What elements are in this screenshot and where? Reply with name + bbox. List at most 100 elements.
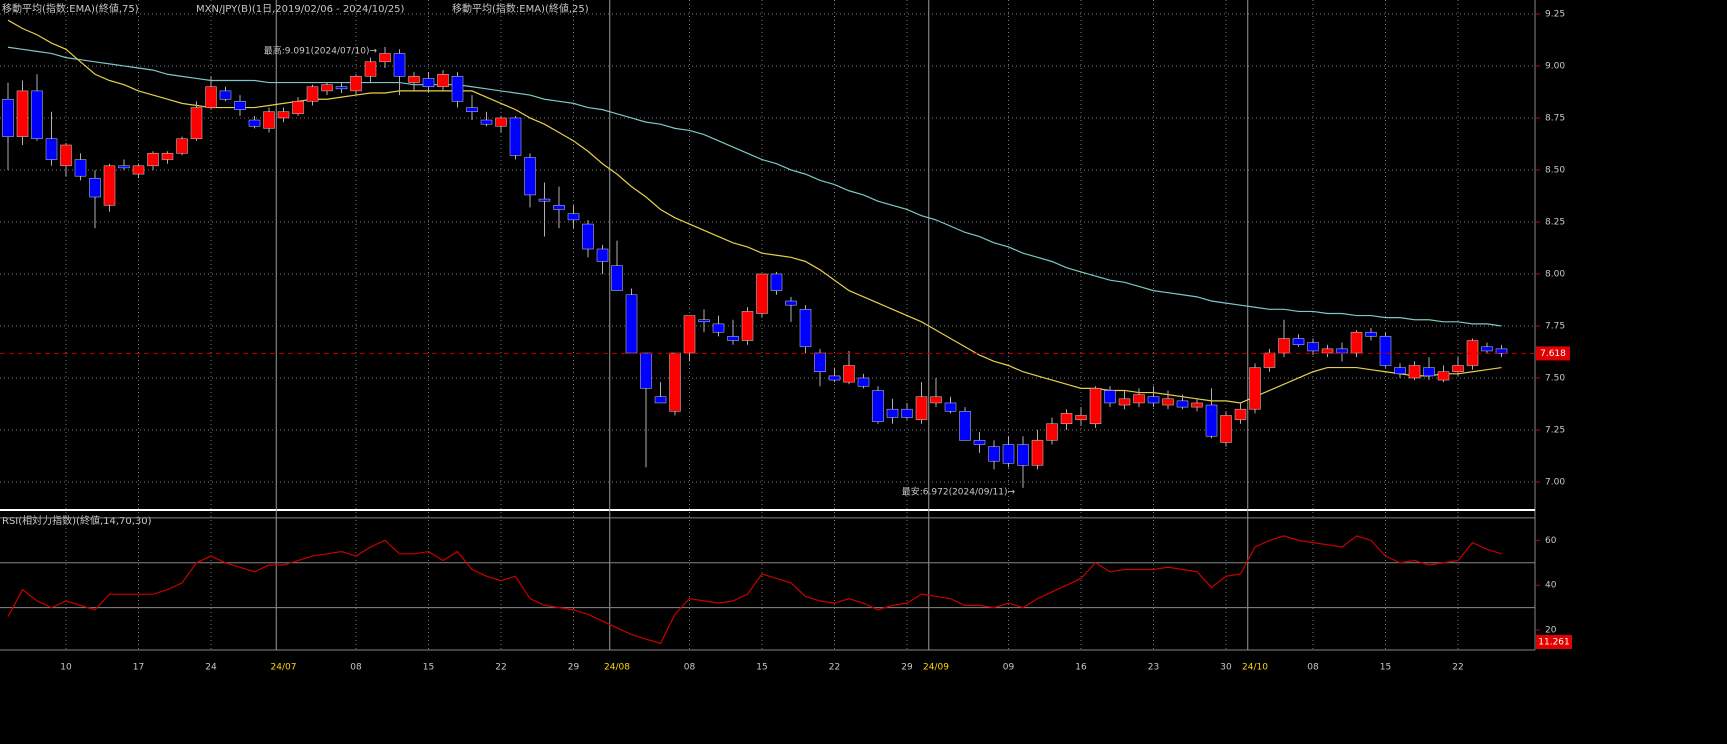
candle-body bbox=[1452, 365, 1464, 372]
annotation: 最安:6.972(2024/09/11)→ bbox=[902, 485, 1016, 497]
candle-body bbox=[1263, 352, 1276, 368]
candle-body bbox=[828, 375, 841, 381]
x-tick-label: 24/07 bbox=[271, 663, 297, 673]
candle-body bbox=[1495, 348, 1508, 354]
candle-body bbox=[669, 352, 681, 412]
y-tick-label: 9.25 bbox=[1545, 9, 1565, 19]
x-tick-label: 15 bbox=[1380, 663, 1391, 673]
candle-body bbox=[814, 352, 826, 372]
y-tick-label: 20 bbox=[1545, 626, 1557, 636]
candle-body bbox=[451, 76, 464, 102]
candle-body bbox=[799, 309, 812, 348]
x-tick-label: 15 bbox=[423, 663, 434, 673]
y-tick-label: 8.00 bbox=[1545, 269, 1565, 279]
candle-body bbox=[118, 165, 130, 169]
candle-body bbox=[959, 411, 971, 441]
candle-body bbox=[1118, 398, 1131, 406]
y-tick-label: 40 bbox=[1545, 581, 1557, 591]
candle-body bbox=[640, 352, 652, 389]
y-tick-label: 9.00 bbox=[1545, 61, 1565, 71]
marker-box bbox=[1536, 635, 1572, 649]
candle-body bbox=[466, 107, 478, 112]
candle-body bbox=[1321, 348, 1334, 354]
candle-body bbox=[1278, 338, 1290, 354]
candle-body bbox=[1147, 396, 1160, 404]
candle-body bbox=[1031, 440, 1044, 466]
candle-body bbox=[1046, 423, 1058, 441]
candle-body bbox=[335, 86, 348, 90]
y-tick-label: 7.50 bbox=[1545, 373, 1565, 383]
candle-body bbox=[350, 76, 362, 92]
candle-body bbox=[1379, 336, 1392, 366]
y-tick-label: 8.25 bbox=[1545, 217, 1565, 227]
candle-body bbox=[567, 213, 580, 221]
candle-body bbox=[103, 165, 116, 206]
candle-body bbox=[161, 153, 174, 160]
x-tick-label: 08 bbox=[684, 663, 696, 673]
candle-body bbox=[1089, 388, 1102, 424]
candle-body bbox=[857, 377, 870, 387]
candle-body bbox=[1060, 413, 1073, 424]
x-tick-label: 16 bbox=[1075, 663, 1087, 673]
candle-body bbox=[1481, 346, 1493, 352]
ema25-label: 移動平均(指数:EMA)(終値,25) bbox=[452, 2, 589, 15]
line-series bbox=[7, 46, 1502, 327]
symbol-label: MXN/JPY(B)(1日,2019/02/06 - 2024/10/25) bbox=[196, 4, 405, 15]
candle-body bbox=[45, 138, 58, 160]
candle-body bbox=[683, 315, 696, 354]
candle-body bbox=[480, 119, 493, 125]
candle-body bbox=[422, 78, 435, 87]
candle-body bbox=[1104, 390, 1116, 404]
y-tick-label: 8.75 bbox=[1545, 113, 1565, 123]
marker-label: 11.261 bbox=[1538, 638, 1570, 648]
candle-body bbox=[770, 273, 783, 291]
candle-body bbox=[277, 111, 290, 119]
candle-body bbox=[1365, 331, 1377, 337]
candle-body bbox=[1017, 444, 1029, 466]
current-price-box bbox=[1536, 346, 1570, 361]
candle-body bbox=[741, 311, 754, 341]
candle-body bbox=[524, 157, 536, 196]
candle-body bbox=[263, 111, 275, 129]
x-tick-label: 24 bbox=[205, 663, 217, 673]
candle-body bbox=[205, 86, 217, 108]
x-tick-label: 10 bbox=[60, 663, 72, 673]
candle-body bbox=[582, 223, 594, 250]
candle-body bbox=[234, 101, 246, 110]
candle-body bbox=[393, 53, 406, 77]
candle-body bbox=[321, 84, 333, 92]
candle-body bbox=[219, 90, 232, 100]
candle-body bbox=[437, 74, 449, 87]
x-tick-label: 24/08 bbox=[604, 663, 630, 673]
candle-body bbox=[74, 159, 87, 177]
candle-body bbox=[611, 265, 623, 291]
candle-body bbox=[973, 440, 986, 445]
ema75-label: 移動平均(指数:EMA)(終値,75) bbox=[2, 2, 139, 15]
y-tick-label: 60 bbox=[1545, 536, 1557, 546]
y-tick-label: 7.00 bbox=[1545, 477, 1565, 487]
x-tick-label: 24/09 bbox=[923, 663, 949, 673]
candle-body bbox=[1423, 367, 1435, 377]
candle-body bbox=[1191, 402, 1203, 408]
x-tick-label: 17 bbox=[133, 663, 144, 673]
candle-body bbox=[901, 408, 913, 418]
candle-body bbox=[915, 396, 928, 420]
candle-body bbox=[712, 323, 725, 333]
candle-body bbox=[1133, 394, 1145, 404]
candle-body bbox=[1249, 367, 1261, 410]
x-tick-label: 08 bbox=[1307, 663, 1319, 673]
candle-body bbox=[89, 178, 101, 198]
x-tick-label: 30 bbox=[1220, 663, 1232, 673]
current-price-label: 7.618 bbox=[1540, 349, 1566, 359]
candle-body bbox=[1307, 342, 1319, 352]
candle-body bbox=[756, 273, 768, 314]
x-tick-label: 22 bbox=[495, 663, 506, 673]
x-tick-label: 29 bbox=[901, 663, 913, 673]
x-tick-label: 22 bbox=[1452, 663, 1463, 673]
candle-body bbox=[1220, 415, 1232, 443]
candle-body bbox=[538, 198, 551, 202]
candle-body bbox=[147, 153, 159, 167]
candle-body bbox=[654, 396, 667, 404]
candle-body bbox=[1176, 400, 1189, 408]
x-tick-label: 09 bbox=[1003, 663, 1015, 673]
